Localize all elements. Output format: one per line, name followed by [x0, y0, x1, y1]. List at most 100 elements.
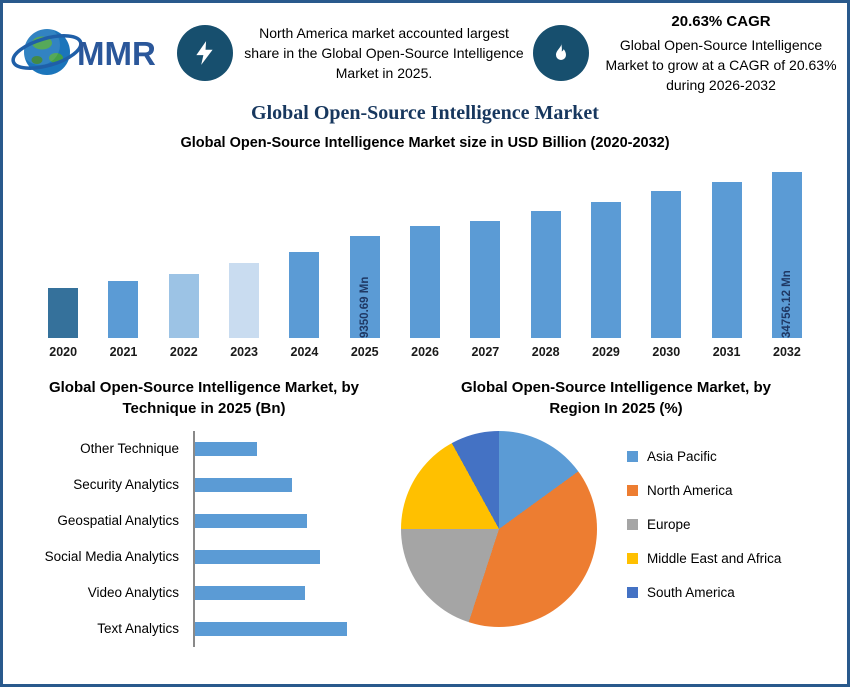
bar-2024: [289, 251, 320, 338]
page-title: Global Open-Source Intelligence Market: [251, 101, 599, 124]
bar-slot-2030: [636, 163, 696, 338]
technique-row-security-analytics: Security Analytics: [23, 466, 395, 503]
region-pie-wrap: Asia Pacific North America Europe Middle Ea…: [395, 430, 837, 627]
bar-value-label-2025: 9350.69 Mn: [358, 276, 371, 338]
technique-label-social-media-analytics: Social Media Analytics: [44, 549, 179, 565]
bar-slot-2031: [696, 163, 756, 338]
legend-label-south-america: South America: [647, 584, 735, 600]
mmr-logo-graphic: MMR: [11, 24, 156, 75]
legend-label-europe: Europe: [647, 516, 691, 532]
callout-cagr: 20.63% CAGR Global Open-Source Intellige…: [533, 11, 843, 96]
technique-track-social-media-analytics: [193, 538, 395, 575]
bar-slot-2025: 9350.69 Mn: [335, 163, 395, 338]
market-size-bars: 9350.69 Mn 34756.12 Mn: [33, 163, 817, 338]
region-legend: Asia Pacific North America Europe Middle Ea…: [627, 449, 781, 600]
bar-value-label-2032: 34756.12 Mn: [780, 269, 793, 338]
mmr-logo-text: MMR: [77, 35, 156, 72]
flame-icon: [533, 25, 589, 82]
bar-slot-2021: [93, 163, 153, 338]
bar-slot-2029: [576, 163, 636, 338]
legend-item-europe: Europe: [627, 517, 781, 532]
market-size-x-axis: 2020 2021 2022 2023 2024 2025 2026 2027 2028 2029…: [33, 345, 817, 359]
x-tick-2029: 2029: [592, 344, 620, 359]
bar-slot-2023: [214, 163, 274, 338]
legend-label-middle-east-and-africa: Middle East and Africa: [647, 550, 782, 566]
callout-cagr-text: Global Open-Source Intelligence Market t…: [605, 36, 837, 94]
technique-label-text-analytics: Text Analytics: [97, 621, 179, 637]
market-size-chart-title: Global Open-Source Intelligence Market s…: [180, 134, 670, 151]
legend-item-south-america: South America: [627, 585, 781, 600]
technique-row-other-technique: Other Technique: [23, 430, 395, 467]
legend-item-north-america: North America: [627, 483, 781, 498]
header: MMR North America market accounted large…: [3, 3, 847, 96]
technique-label-video-analytics: Video Analytics: [87, 585, 179, 601]
callout-cagr-body: 20.63% CAGR Global Open-Source Intellige…: [599, 11, 843, 96]
bar-2030: [651, 190, 682, 338]
bar-2029: [590, 201, 621, 338]
technique-row-geospatial-analytics: Geospatial Analytics: [23, 502, 395, 539]
technique-row-social-media-analytics: Social Media Analytics: [23, 538, 395, 575]
bar-2022: [168, 273, 199, 338]
technique-track-security-analytics: [193, 466, 395, 503]
legend-swatch-asia-pacific: [627, 450, 638, 462]
x-tick-2024: 2024: [290, 344, 319, 359]
technique-bar-text-analytics: [195, 621, 347, 636]
bar-2031: [711, 181, 742, 338]
technique-bars: Other Technique Security Analytics Geospat…: [23, 430, 395, 647]
bar-2023: [229, 262, 260, 338]
x-tick-2025: 2025: [350, 344, 379, 359]
technique-label-geospatial-analytics: Geospatial Analytics: [57, 513, 179, 529]
x-tick-2022: 2022: [169, 344, 198, 359]
bar-2025: 9350.69 Mn: [349, 235, 380, 338]
technique-bar-security-analytics: [195, 477, 292, 492]
technique-label-security-analytics: Security Analytics: [73, 477, 179, 493]
x-tick-2027: 2027: [471, 344, 500, 359]
region-pie: [401, 430, 597, 627]
x-tick-2023: 2023: [230, 344, 258, 359]
bar-2026: [410, 225, 441, 338]
region-chart: Global Open-Source Intelligence Market, …: [395, 377, 837, 647]
x-tick-2020: 2020: [49, 344, 78, 359]
technique-track-text-analytics: [193, 610, 395, 647]
technique-track-video-analytics: [193, 574, 395, 611]
x-tick-2028: 2028: [531, 344, 560, 359]
legend-swatch-middle-east-and-africa: [627, 552, 638, 564]
x-tick-2026: 2026: [411, 344, 439, 359]
x-tick-2031: 2031: [712, 344, 741, 359]
x-tick-2032: 2032: [773, 344, 801, 359]
technique-bar-social-media-analytics: [195, 549, 320, 564]
bottom-charts: Global Open-Source Intelligence Market, …: [3, 377, 847, 647]
bar-slot-2032: 34756.12 Mn: [757, 163, 817, 338]
legend-item-middle-east-and-africa: Middle East and Africa: [627, 551, 781, 566]
legend-label-asia-pacific: Asia Pacific: [647, 448, 717, 464]
mmr-logo: MMR: [11, 18, 169, 89]
bar-slot-2022: [154, 163, 214, 338]
bar-2027: [470, 220, 501, 338]
cagr-value: 20.63% CAGR: [671, 13, 771, 30]
callout-north-america: North America market accounted largest s…: [177, 23, 525, 84]
technique-chart-title: Global Open-Source Intelligence Market, …: [48, 378, 360, 417]
x-tick-2030: 2030: [652, 344, 681, 359]
bar-2032: 34756.12 Mn: [771, 171, 802, 338]
technique-bar-geospatial-analytics: [195, 513, 307, 528]
bar-slot-2028: [516, 163, 576, 338]
legend-swatch-europe: [627, 518, 638, 530]
technique-row-video-analytics: Video Analytics: [23, 574, 395, 611]
bar-slot-2026: [395, 163, 455, 338]
legend-label-north-america: North America: [647, 482, 733, 498]
x-tick-2021: 2021: [109, 344, 138, 359]
bar-slot-2024: [274, 163, 334, 338]
bar-2028: [530, 210, 561, 338]
legend-swatch-south-america: [627, 586, 638, 598]
bar-2020: [48, 287, 79, 338]
technique-track-other-technique: [193, 430, 395, 467]
region-chart-title: Global Open-Source Intelligence Market, …: [460, 378, 772, 417]
bar-slot-2027: [455, 163, 515, 338]
lightning-icon: [177, 25, 233, 82]
technique-label-other-technique: Other Technique: [80, 441, 179, 457]
technique-row-text-analytics: Text Analytics: [23, 610, 395, 647]
callout-north-america-text: North America market accounted largest s…: [244, 24, 524, 82]
market-size-chart: Global Open-Source Intelligence Market s…: [3, 135, 847, 359]
bar-slot-2020: [33, 163, 93, 338]
